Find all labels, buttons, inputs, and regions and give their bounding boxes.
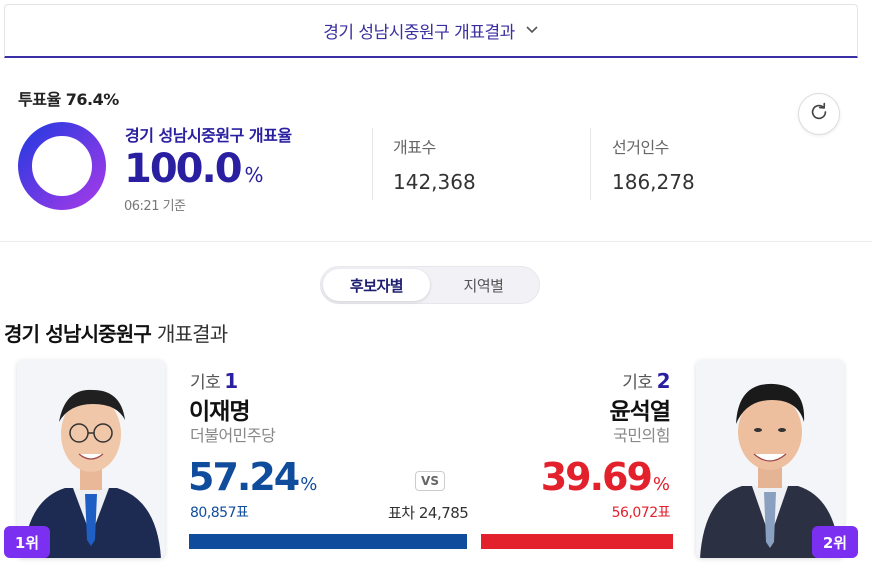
count-rate-donut — [18, 122, 106, 210]
candidate-1-name: 이재명 — [189, 399, 250, 425]
vote-margin: 표차 24,785 — [388, 504, 469, 522]
tab-by-candidate[interactable]: 후보자별 — [323, 269, 430, 301]
view-tabs: 후보자별 지역별 — [320, 266, 540, 304]
candidate-2-percent: 39.69% — [540, 455, 670, 499]
refresh-icon — [808, 101, 830, 127]
tab-by-region[interactable]: 지역별 — [463, 276, 504, 295]
candidate-2-votes: 56,072표 — [611, 505, 671, 521]
updated-time: 06:21 기준 — [124, 199, 186, 214]
section-divider — [0, 241, 872, 242]
vs-badge: VS — [415, 471, 445, 491]
results-title: 경기 성남시중원구 개표결과 — [4, 322, 228, 346]
electorate-value: 186,278 — [612, 170, 695, 194]
count-rate-title: 경기 성남시중원구 개표율 — [125, 126, 292, 145]
candidate-2-ballot-number: 기호 2 — [622, 369, 670, 393]
candidate-1-party: 더불어민주당 — [190, 426, 276, 445]
refresh-button[interactable] — [798, 93, 840, 135]
ballots-counted-label: 개표수 — [393, 138, 436, 157]
stat-divider — [590, 128, 591, 200]
chevron-down-icon — [525, 21, 539, 40]
candidate-1-percent: 57.24% — [188, 455, 318, 499]
candidate-1-photo — [17, 360, 165, 558]
count-rate-value: 100.0% — [124, 146, 264, 192]
candidate-2-vote-bar — [481, 534, 673, 549]
candidate-2-name: 윤석열 — [609, 399, 671, 425]
candidate-1-votes: 80,857표 — [190, 505, 249, 521]
candidate-1-vote-bar — [189, 534, 467, 549]
rank-badge-1: 1위 — [4, 526, 50, 558]
candidate-1-ballot-number: 기호 1 — [190, 369, 238, 393]
stat-divider — [372, 128, 373, 200]
candidate-2-party: 국민의힘 — [613, 426, 670, 445]
region-selector[interactable]: 경기 성남시중원구 개표결과 — [4, 4, 858, 58]
ballots-counted-value: 142,368 — [393, 170, 476, 194]
region-selector-label: 경기 성남시중원구 개표결과 — [323, 23, 515, 43]
rank-badge-2: 2위 — [812, 526, 858, 558]
turnout-label: 투표율 76.4% — [18, 90, 119, 109]
electorate-label: 선거인수 — [612, 138, 669, 157]
candidate-2-photo — [696, 360, 844, 558]
